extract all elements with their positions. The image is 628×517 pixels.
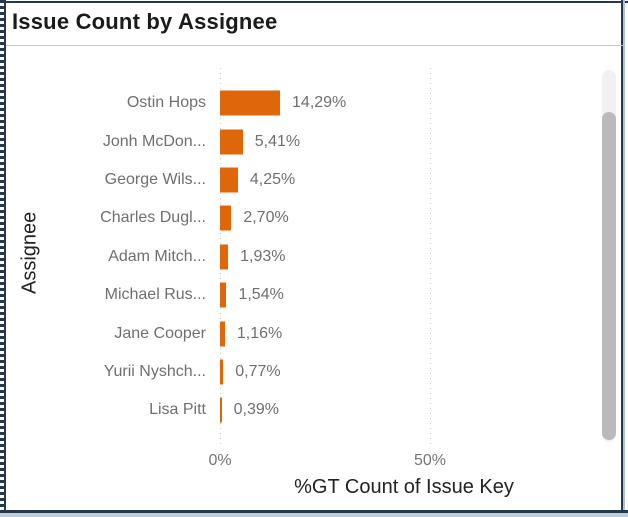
frame-border-right-outer: [623, 0, 625, 517]
frame-border-top: [0, 1, 628, 3]
value-label: 0,77%: [235, 362, 281, 380]
bar[interactable]: [220, 129, 243, 155]
bar-row: George Wils... 4,25%: [0, 161, 598, 199]
bar-row: Michael Rus... 1,54%: [0, 276, 598, 314]
x-tick-label: 0%: [208, 452, 232, 469]
category-label: Jonh McDon...: [102, 132, 206, 150]
bar[interactable]: [220, 282, 227, 308]
value-label: 4,25%: [249, 170, 296, 188]
category-label: Michael Rus...: [104, 286, 206, 304]
frame-border-left: [4, 0, 6, 517]
bar-row: Adam Mitch... 1,93%: [0, 238, 598, 276]
category-label: Jane Cooper: [114, 324, 206, 342]
bar-row: Yurii Nyshch... 0,77%: [0, 353, 598, 391]
category-label: George Wils...: [104, 170, 206, 188]
title-separator: [6, 45, 623, 46]
value-label: 1,93%: [240, 247, 286, 265]
bar[interactable]: [220, 167, 238, 193]
value-label: 1,54%: [238, 286, 284, 304]
value-label: 1,16%: [236, 324, 283, 342]
value-label: 0,39%: [233, 401, 279, 419]
bar-row: Jane Cooper 1,16%: [0, 314, 598, 352]
value-label: 5,41%: [254, 132, 301, 150]
bar-rows: Ostin Hops 14,29% Jonh McDon... 5,41% George…: [0, 84, 598, 430]
bar[interactable]: [220, 359, 224, 385]
category-label: Lisa Pitt: [149, 401, 206, 419]
bar-row: Ostin Hops 14,29%: [0, 84, 598, 122]
frame-border-right: [621, 0, 623, 517]
bar-row: Charles Dugl... 2,70%: [0, 199, 598, 237]
bar[interactable]: [220, 205, 232, 231]
frame-border-bottom: [0, 510, 628, 513]
scrollbar-thumb[interactable]: [602, 112, 616, 440]
category-label: Charles Dugl...: [100, 209, 206, 227]
bar[interactable]: [220, 321, 225, 347]
gridline: [430, 68, 431, 444]
value-label: 14,29%: [292, 94, 347, 112]
x-axis-title: %GT Count of Issue Key: [294, 476, 514, 498]
bar[interactable]: [220, 90, 281, 116]
scrollbar-track[interactable]: [602, 70, 616, 442]
category-label: Yurii Nyshch...: [103, 362, 206, 380]
frame-border-bottom-outer: [0, 513, 628, 517]
value-label: 2,70%: [243, 209, 289, 227]
bar[interactable]: [220, 244, 229, 270]
category-label: Adam Mitch...: [108, 247, 206, 265]
bar-row: Jonh McDon... 5,41%: [0, 122, 598, 160]
bar[interactable]: [220, 397, 222, 423]
frame-border-left-dashed: [0, 0, 4, 517]
visual-title: Issue Count by Assignee: [12, 9, 278, 34]
x-tick-label: 50%: [413, 452, 447, 469]
category-label: Ostin Hops: [126, 94, 206, 112]
bar-row: Lisa Pitt 0,39%: [0, 391, 598, 429]
